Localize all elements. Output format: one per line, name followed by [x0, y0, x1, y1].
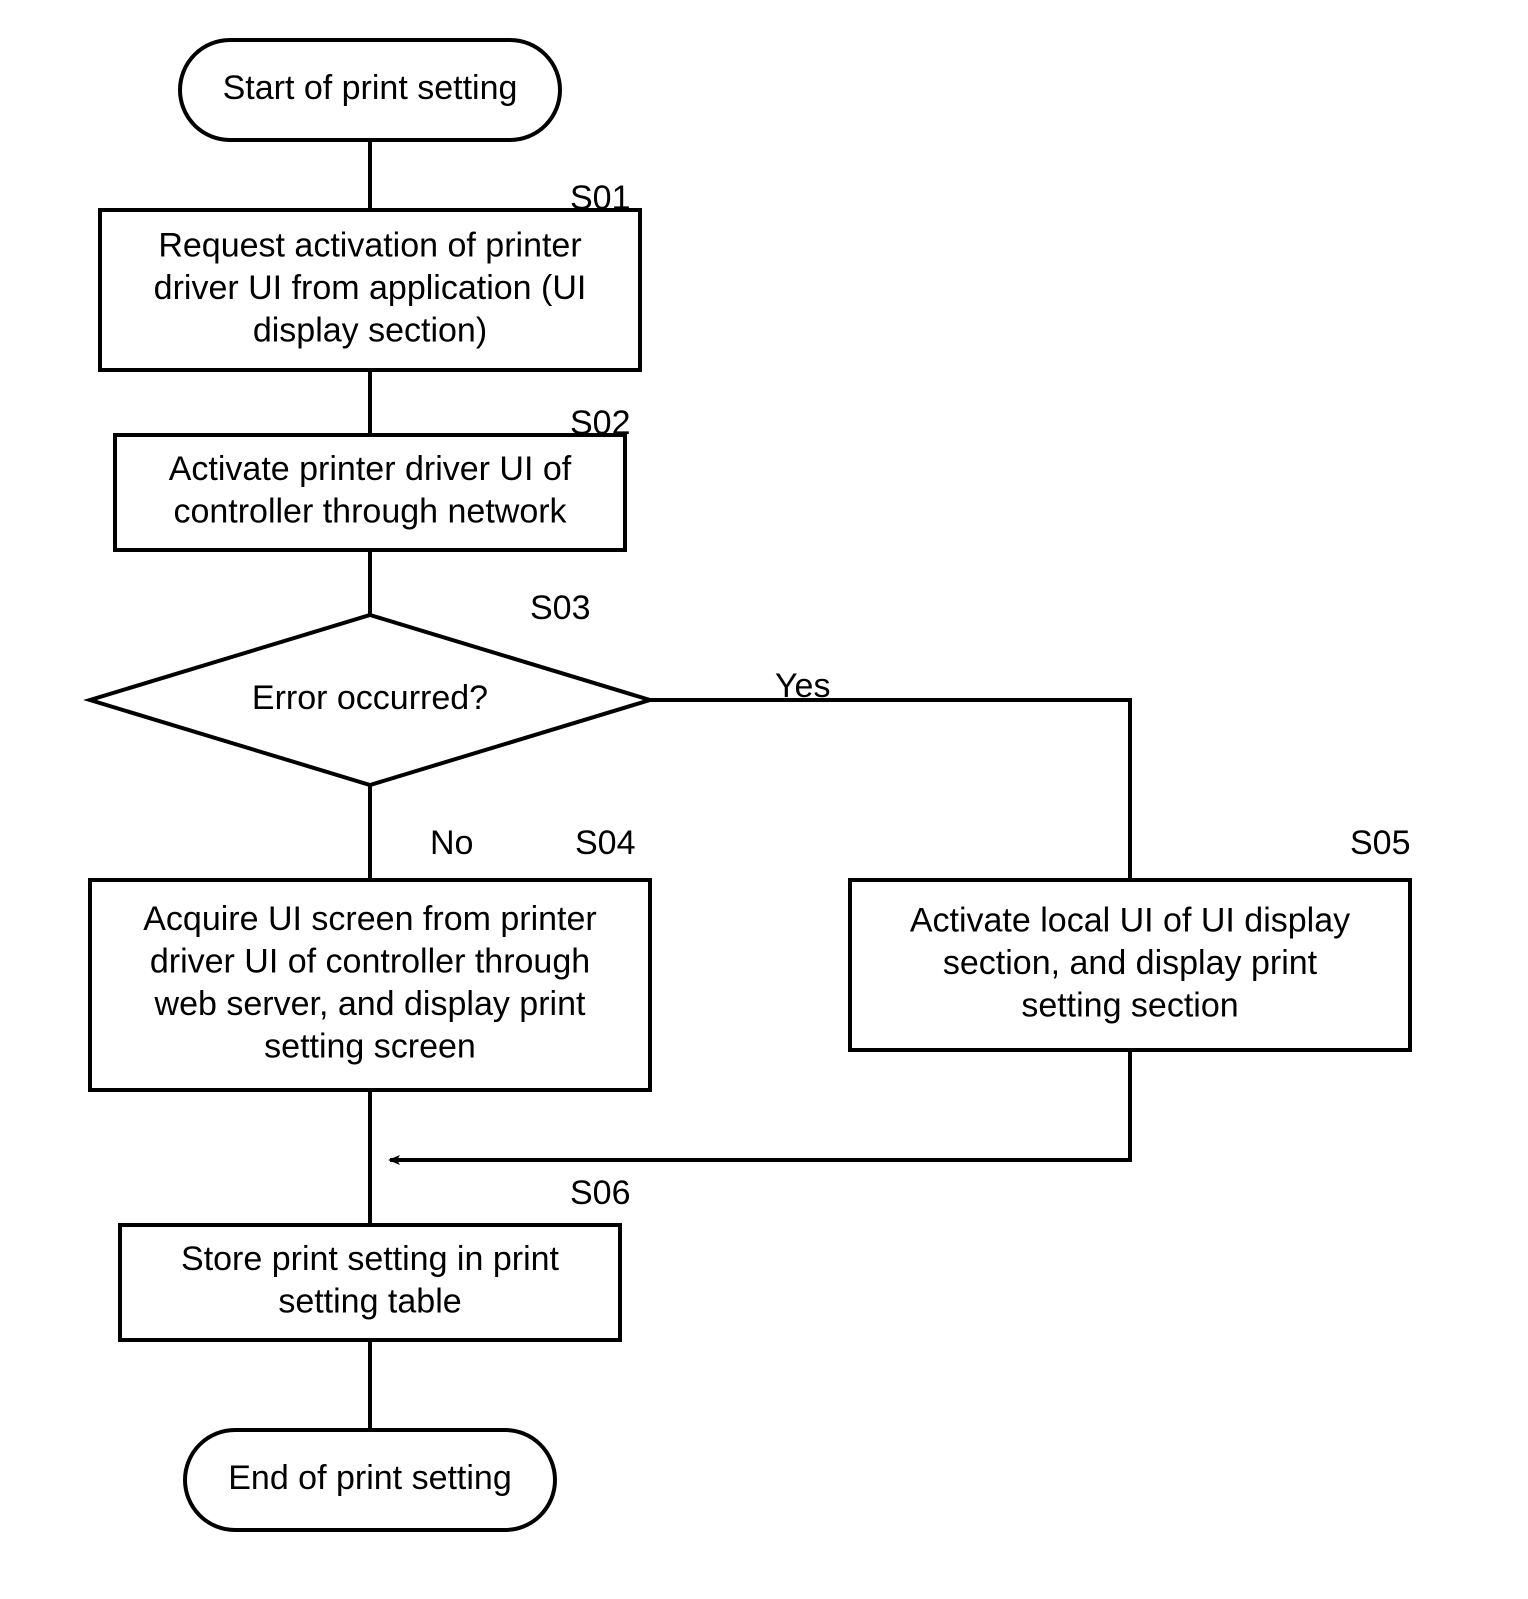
label-s03: S03	[530, 589, 591, 627]
process-s02: Activate printer driver UI of controller …	[115, 435, 625, 550]
flowchart-canvas: Start of print setting Request activation…	[0, 0, 1528, 1599]
process-text: driver UI from application (UI	[154, 269, 587, 307]
label-s01: S01	[570, 179, 631, 217]
decision-s03: Error occurred?	[90, 615, 650, 785]
label-no: No	[430, 824, 473, 862]
decision-label: Error occurred?	[252, 679, 488, 717]
process-text: Activate local UI of UI display	[910, 901, 1350, 939]
terminator-label: End of print setting	[228, 1459, 512, 1497]
process-text: Store print setting in print	[181, 1240, 560, 1278]
process-text: driver UI of controller through	[150, 943, 590, 981]
terminator-start: Start of print setting	[180, 40, 560, 140]
process-text: web server, and display print	[154, 985, 586, 1023]
process-text: display section)	[253, 311, 487, 349]
process-text: Request activation of printer	[158, 226, 581, 264]
process-s04: Acquire UI screen from printer driver UI …	[90, 880, 650, 1090]
process-s01: Request activation of printer driver UI f…	[100, 210, 640, 370]
process-s05: Activate local UI of UI display section, …	[850, 880, 1410, 1050]
process-text: setting section	[1021, 986, 1238, 1024]
label-s05: S05	[1350, 824, 1411, 862]
terminator-label: Start of print setting	[223, 69, 518, 107]
label-s06: S06	[570, 1174, 631, 1212]
process-text: section, and display print	[943, 944, 1318, 982]
label-yes: Yes	[775, 667, 830, 705]
process-s06: Store print setting in print setting tabl…	[120, 1225, 620, 1340]
process-text: Acquire UI screen from printer	[143, 900, 597, 938]
edge-s03-right-s05-top	[650, 700, 1130, 880]
edge-s05-bottom-merge	[390, 1050, 1130, 1160]
process-text: Activate printer driver UI of	[169, 450, 572, 488]
process-text: controller through network	[173, 493, 567, 531]
label-s04: S04	[575, 824, 636, 862]
process-text: setting screen	[264, 1028, 476, 1066]
label-s02: S02	[570, 404, 631, 442]
process-text: setting table	[278, 1283, 461, 1321]
terminator-end: End of print setting	[185, 1430, 555, 1530]
